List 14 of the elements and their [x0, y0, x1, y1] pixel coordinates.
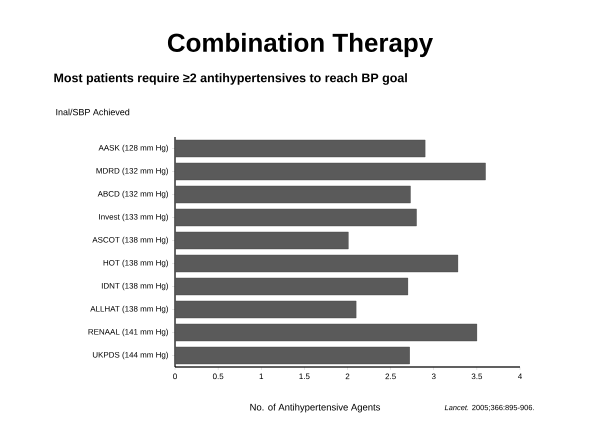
chart-title: Combination Therapy [168, 32, 433, 58]
y-axis-title: Inal/SBP Achieved [56, 108, 130, 116]
bar [175, 278, 408, 296]
bar [175, 254, 458, 272]
bar [175, 300, 356, 318]
bar [175, 140, 426, 158]
bar [175, 324, 478, 342]
bar [175, 162, 486, 180]
bar [175, 186, 411, 204]
bar [175, 232, 349, 250]
bar [175, 208, 417, 226]
x-axis-title: No. of Antihypertensive Agents [250, 404, 380, 412]
chart-subtitle: Most patients require ≥2 antihypertensives to reach BP goal [54, 73, 407, 85]
bar [175, 346, 410, 364]
